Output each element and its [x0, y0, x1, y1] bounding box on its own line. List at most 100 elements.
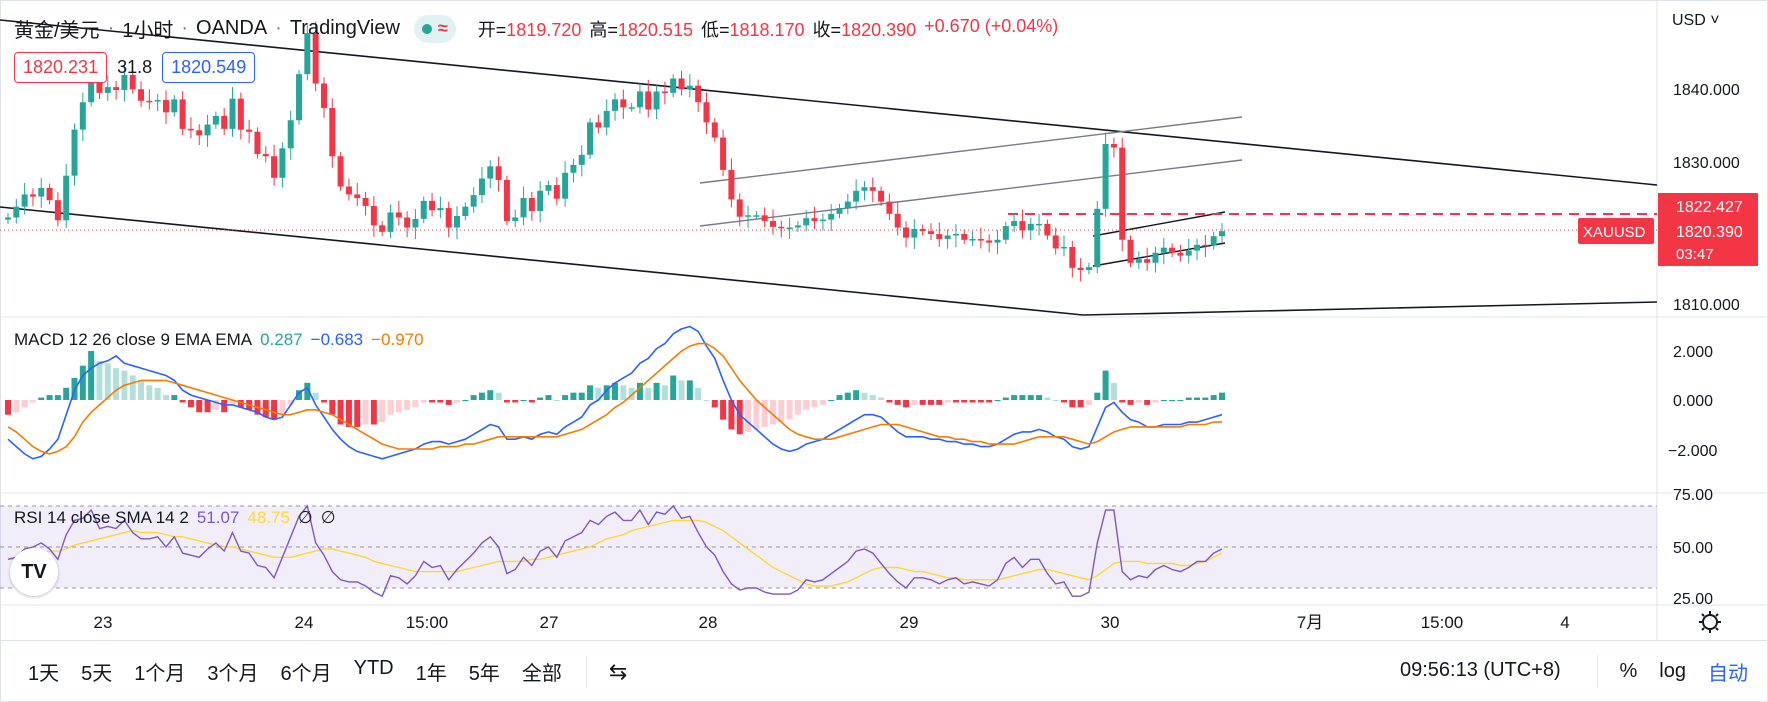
macd-hist-bar	[1110, 382, 1117, 400]
candle	[337, 151, 344, 191]
macd-hist-bar	[661, 385, 668, 400]
candle	[961, 229, 968, 245]
candle	[379, 221, 386, 237]
candle	[753, 210, 760, 220]
macd-hist-bar	[794, 400, 801, 415]
macd-hist-bar	[337, 400, 344, 425]
rsi-legend[interactable]: RSI 14 close SMA 14 2 51.07 48.75 ∅ ∅	[14, 508, 336, 528]
red-line-price: 1822.427	[1676, 199, 1743, 216]
candle	[395, 200, 402, 226]
auto-scale-button[interactable]: 自动	[1708, 662, 1748, 685]
candle	[720, 129, 727, 177]
macd-hist-bar	[1027, 395, 1034, 400]
market-status-pill[interactable]: ≈	[413, 14, 456, 43]
range-button[interactable]: 6个月	[280, 663, 332, 685]
candle	[196, 124, 203, 146]
mini-flag-lower-line	[1092, 242, 1226, 267]
macd-hist-bar	[653, 382, 660, 400]
log-scale-button[interactable]: log	[1659, 659, 1686, 682]
candle	[478, 167, 485, 204]
candle	[420, 196, 427, 224]
macd-hist-bar	[894, 400, 901, 405]
time-tick: 27	[540, 613, 559, 632]
ticker-text: XAUUSD	[1583, 224, 1646, 241]
legend-separator: ·	[275, 17, 282, 39]
candle	[113, 81, 120, 100]
last-price: 1820.390	[1676, 224, 1743, 241]
candle	[977, 227, 984, 249]
candle	[1094, 200, 1101, 274]
macd-hist-bar	[162, 395, 169, 400]
currency-selector[interactable]: USD ˅	[1672, 12, 1720, 30]
candle	[661, 81, 668, 105]
macd-hist-bar	[329, 400, 336, 415]
tradingview-logo-icon[interactable]: TV	[10, 548, 58, 596]
rsi-name[interactable]: RSI 14 close SMA 14 2	[14, 508, 189, 527]
macd-hist-bar	[778, 400, 785, 423]
range-button[interactable]: 5天	[81, 663, 113, 685]
symbol-name[interactable]: 黄金/美元	[14, 20, 100, 42]
goto-date-calendar-icon[interactable]: ⇆	[608, 658, 628, 684]
candle	[861, 181, 868, 201]
macd-hist-bar	[686, 380, 693, 400]
candle	[212, 111, 219, 129]
candle	[645, 79, 652, 118]
candle	[121, 65, 128, 102]
candle	[262, 146, 269, 163]
time-tick: 23	[94, 613, 113, 632]
time-tick: 7月	[1297, 613, 1323, 632]
macd-hist-bar	[420, 400, 427, 403]
flag-lower-line	[699, 159, 1243, 227]
symbol-legend[interactable]: 黄金/美元 · 1小时 · OANDA · TradingView ≈ 开=18…	[14, 14, 1058, 43]
macd-hist-bar	[927, 400, 934, 405]
settings-gear-icon[interactable]	[1699, 611, 1721, 633]
macd-hist-bar	[1144, 400, 1151, 405]
macd-hist-bar	[761, 400, 768, 427]
sell-price-button[interactable]: 1820.231	[14, 52, 108, 83]
candles-group	[5, 21, 1225, 282]
candle	[803, 210, 810, 232]
buy-price-button[interactable]: 1820.549	[162, 52, 256, 83]
chart-canvas[interactable]: 1840.000 1830.000 1810.000 2.000 0.000 −…	[0, 0, 1768, 640]
range-button[interactable]: 3个月	[207, 663, 259, 685]
macd-hist-bar	[703, 400, 710, 401]
candle	[745, 205, 752, 229]
macd-hist-bar	[387, 400, 394, 415]
range-button[interactable]: 全部	[521, 663, 562, 685]
candle	[13, 198, 20, 224]
range-button[interactable]: YTD	[353, 657, 394, 679]
macd-hist-bar	[345, 400, 352, 427]
range-button[interactable]: 1个月	[134, 663, 186, 685]
macd-hist-bar	[736, 400, 743, 435]
macd-hist-bar	[454, 400, 461, 403]
clock[interactable]: 09:56:13 (UTC+8)	[1400, 659, 1561, 681]
legend-separator: ·	[107, 17, 115, 39]
candle	[520, 186, 527, 226]
mini-flag-upper-line	[1092, 211, 1226, 237]
macd-hist-bar	[445, 400, 452, 405]
candle	[853, 179, 860, 210]
candle	[63, 164, 70, 229]
range-button[interactable]: 5年	[468, 663, 500, 685]
toolbar-divider	[1596, 655, 1598, 687]
macd-name[interactable]: MACD 12 26 close 9 EMA EMA	[14, 330, 253, 349]
candle	[878, 186, 885, 206]
macd-hist-bar	[113, 368, 120, 400]
range-button[interactable]: 1天	[28, 663, 60, 685]
macd-legend[interactable]: MACD 12 26 close 9 EMA EMA 0.287 −0.683 …	[14, 330, 424, 350]
trend-drawings[interactable]	[0, 19, 1658, 316]
macd-hist-bar	[187, 400, 194, 408]
macd-hist-bar	[977, 400, 984, 403]
range-button[interactable]: 1年	[415, 663, 447, 685]
macd-hist-bar	[1219, 392, 1225, 400]
close-label: 收=	[812, 19, 842, 40]
buy-sell-boxes[interactable]: 1820.231 31.8 1820.549	[14, 52, 256, 83]
percent-scale-button[interactable]: %	[1619, 659, 1638, 682]
candle	[1052, 227, 1059, 255]
interval[interactable]: 1小时	[122, 20, 174, 42]
macd-hist-bar	[279, 400, 286, 415]
candle	[162, 90, 169, 124]
macd-hist-bar	[462, 400, 469, 401]
candle	[503, 175, 510, 226]
macd-hist-bar	[1069, 400, 1076, 408]
